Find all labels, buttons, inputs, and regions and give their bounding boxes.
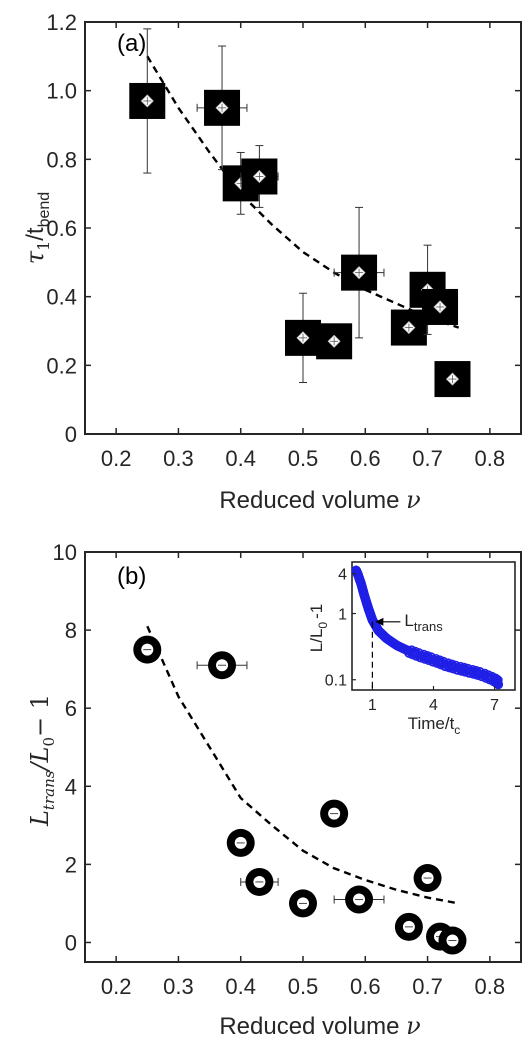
y-tick-label: 8 [65,618,77,643]
inset-plot: 1 4 7 0.1 1 4 Ltrans L/L0-1 Time/tc [307,561,516,737]
data-point [240,145,279,208]
data-point [289,889,317,918]
data-point [413,864,442,893]
data-point [422,288,459,325]
x-tick-label: 0.8 [475,974,506,999]
x-tick-label: 0.4 [225,974,256,999]
data-point [390,309,427,346]
x-tick-label: 0.2 [101,974,132,999]
inset-curve-group [351,565,504,690]
inset-data-point [493,679,504,690]
y-tick-label: 2 [65,852,77,877]
x-tick-label: 0.3 [163,446,194,471]
x-tick-label: 0.4 [225,446,256,471]
y-tick-label: 1.0 [46,79,77,104]
panel-a-ylabel: τ1/tbend [21,192,53,264]
inset-data-point [493,675,503,685]
inset-y-tick-label: 4 [338,567,347,584]
data-point [133,635,162,664]
inset-y-tick-label: 1 [338,607,347,624]
data-point [285,292,321,383]
panel-a-xlabel: Reduced volume ν [219,486,420,514]
data-point [129,28,166,174]
y-tick-label: 0.8 [46,147,77,172]
inset-annotation-group: Ltrans [371,611,443,690]
x-tick-label: 0.6 [350,446,381,471]
inset-x-tick-label: 7 [490,697,499,714]
x-tick-label: 0.7 [412,974,443,999]
panel-b-points-group [133,635,467,955]
x-tick-label: 0.2 [101,446,132,471]
data-point [196,45,248,171]
panel-a-ticks-group: 0.2 0.3 0.4 0.5 0.6 0.7 0.8 0 0.2 0.4 0.6 0.8 1.0 1.2 [46,10,521,471]
panel-b: 0.2 0.3 0.4 0.5 0.6 0.7 0.8 0 2 4 6 8 10 (b) Reduced… [26,540,522,1040]
inset-ticks-group: 1 4 7 0.1 1 4 [325,567,499,714]
fit-line [146,625,459,905]
data-point [316,323,353,360]
y-tick-label: 1.2 [46,10,77,35]
panel-b-xlabel: Reduced volume ν [219,1012,420,1040]
data-point [333,885,385,914]
inset-y-tick-label: 0.1 [325,673,347,690]
x-tick-label: 0.8 [475,446,506,471]
panel-a-points-group [129,28,471,398]
x-tick-label: 0.7 [412,446,443,471]
data-point [320,799,349,828]
y-tick-label: 0.6 [46,216,77,241]
panel-b-ticks-group: 0.2 0.3 0.4 0.5 0.6 0.7 0.8 0 2 4 6 8 10 [53,540,521,999]
data-point [434,361,471,398]
y-tick-label: 10 [53,540,77,565]
inset-x-tick-label: 1 [368,697,377,714]
inset-arrowhead [375,617,384,626]
x-tick-label: 0.6 [350,974,381,999]
inset-xlabel: Time/tc [408,714,461,737]
y-tick-label: 0.2 [46,353,77,378]
x-tick-label: 0.5 [288,974,319,999]
y-tick-label: 6 [65,696,77,721]
y-tick-label: 0.4 [46,285,77,310]
panel-a: 0.2 0.3 0.4 0.5 0.6 0.7 0.8 0 0.2 0.4 0.6 0.8 1.0 1.2… [21,10,522,514]
panel-b-ylabel: Ltrans/L0− 1 [26,694,58,827]
fit-line [146,55,460,329]
data-point [438,926,467,955]
data-point [333,206,385,339]
panel-a-label: (a) [117,30,146,57]
data-point [240,867,279,896]
y-tick-label: 0 [65,422,77,447]
data-point [226,828,255,857]
panel-b-fit-line-group [146,625,459,905]
x-tick-label: 0.5 [288,446,319,471]
y-tick-label: 4 [65,774,77,799]
x-tick-label: 0.3 [163,974,194,999]
data-point [196,651,248,680]
panel-b-label: (b) [117,563,146,590]
inset-ylabel: L/L0-1 [307,604,330,652]
inset-annotation-label: Ltrans [404,611,443,634]
y-tick-label: 0 [65,930,77,955]
data-point [394,912,423,941]
panel-a-fit-line-group [146,55,460,329]
inset-x-tick-label: 4 [429,697,438,714]
